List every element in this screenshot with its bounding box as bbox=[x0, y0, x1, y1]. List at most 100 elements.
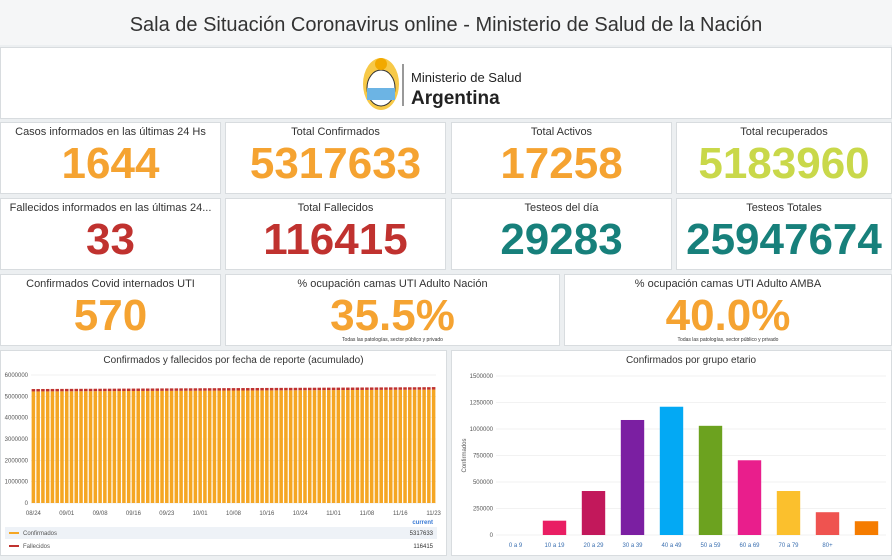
chart-panel: Confirmados y fallecidos por fecha de re… bbox=[0, 350, 447, 556]
bar-segment bbox=[103, 388, 107, 392]
bar-segment bbox=[322, 390, 326, 503]
bar-segment bbox=[360, 387, 364, 390]
bar-segment bbox=[31, 389, 36, 392]
logo-line1: Ministerio de Salud bbox=[411, 70, 522, 85]
kpi-value: 570 bbox=[73, 291, 148, 340]
legend-value: 5317633 bbox=[410, 531, 434, 537]
bar-segment bbox=[393, 389, 398, 503]
kpi-label: % ocupación camas UTI Adulto Nación bbox=[297, 278, 488, 290]
bar-segment bbox=[212, 388, 217, 391]
bar-segment bbox=[117, 388, 121, 392]
bar-segment bbox=[288, 390, 293, 503]
bar-segment bbox=[188, 388, 193, 391]
kpi-value: 116415 bbox=[263, 215, 408, 264]
kpi-card: Casos informados en las últimas 24 Hs 164… bbox=[0, 122, 221, 194]
bar-segment bbox=[398, 389, 403, 503]
x-tick-label: 10/24 bbox=[293, 511, 309, 517]
bar-segment bbox=[193, 390, 198, 503]
x-tick-label: 11/01 bbox=[326, 511, 341, 517]
bar bbox=[698, 425, 723, 535]
bar-segment bbox=[322, 387, 326, 391]
bar-segment bbox=[60, 388, 64, 392]
y-tick-label: 3000000 bbox=[5, 437, 29, 443]
kpi-card: Testeos Totales 25947674 bbox=[676, 198, 892, 270]
x-tick-label: 60 a 69 bbox=[739, 543, 760, 549]
bar-segment bbox=[88, 388, 93, 392]
x-tick-label: 09/16 bbox=[126, 511, 142, 517]
bar-segment bbox=[327, 390, 331, 503]
bar-segment bbox=[255, 390, 260, 503]
bar-segment bbox=[236, 388, 241, 391]
bar-segment bbox=[327, 387, 331, 391]
bar-segment bbox=[284, 387, 288, 391]
bar-segment bbox=[122, 388, 126, 392]
kpi-label: Total Fallecidos bbox=[297, 202, 374, 214]
bar-segment bbox=[241, 388, 245, 391]
kpi-label: Confirmados Covid internados UTI bbox=[26, 278, 195, 290]
bar-segment bbox=[374, 389, 379, 503]
kpi-value: 29283 bbox=[500, 215, 623, 264]
bar-segment bbox=[365, 389, 369, 503]
x-tick-label: 09/01 bbox=[59, 511, 75, 517]
y-tick-label: 1500000 bbox=[470, 374, 494, 380]
bar-segment bbox=[408, 387, 412, 390]
x-tick-label: 20 a 29 bbox=[583, 543, 604, 549]
bar-segment bbox=[165, 390, 169, 503]
bar-segment bbox=[284, 390, 288, 503]
bar-segment bbox=[184, 388, 188, 391]
bar-segment bbox=[403, 389, 407, 503]
bar-segment bbox=[31, 391, 36, 503]
bar-segment bbox=[274, 387, 279, 391]
x-tick-label: 08/24 bbox=[26, 511, 42, 517]
bar bbox=[737, 460, 762, 535]
bar-segment bbox=[388, 387, 393, 390]
bar-segment bbox=[64, 388, 69, 392]
x-tick-label: 70 a 79 bbox=[778, 543, 799, 549]
bar-segment bbox=[226, 388, 231, 391]
kpi-label: Total Confirmados bbox=[291, 126, 380, 138]
bar-segment bbox=[103, 391, 107, 503]
bar-segment bbox=[50, 391, 55, 503]
bar-segment bbox=[79, 391, 83, 503]
bar-segment bbox=[246, 388, 250, 391]
header-title: Sala de Situación Coronavirus online - M… bbox=[129, 14, 763, 36]
x-tick-label: 09/23 bbox=[159, 511, 175, 517]
kpi-label: Total Activos bbox=[530, 126, 593, 138]
bar-segment bbox=[45, 388, 50, 392]
x-tick-label: 11/23 bbox=[426, 511, 441, 517]
bar-segment bbox=[422, 389, 426, 503]
legend-value: 116415 bbox=[413, 544, 433, 550]
bar-segment bbox=[250, 390, 255, 503]
bar-segment bbox=[265, 387, 269, 391]
bar-segment bbox=[112, 391, 117, 503]
bar-segment bbox=[98, 391, 102, 503]
bar-segment bbox=[217, 388, 221, 391]
legend-swatch bbox=[9, 545, 19, 547]
y-tick-label: 250000 bbox=[473, 507, 494, 513]
emblem-sun bbox=[375, 58, 387, 70]
kpi-value: 25947674 bbox=[686, 215, 882, 264]
kpi-value: 33 bbox=[86, 215, 135, 264]
bar-segment bbox=[188, 390, 193, 503]
x-tick-label: 50 a 59 bbox=[700, 543, 721, 549]
legend-row bbox=[5, 527, 437, 539]
bar-segment bbox=[307, 390, 312, 503]
bar-segment bbox=[384, 389, 388, 503]
bar-segment bbox=[88, 391, 93, 503]
bar-segment bbox=[179, 390, 183, 503]
y-tick-label: 1000000 bbox=[5, 480, 29, 486]
bar-segment bbox=[379, 389, 383, 503]
bar-segment bbox=[350, 387, 355, 390]
kpi-label: % ocupación camas UTI Adulto AMBA bbox=[634, 278, 822, 290]
bar-segment bbox=[145, 388, 150, 391]
bar-segment bbox=[336, 387, 341, 391]
bar-segment bbox=[374, 387, 379, 390]
bar-segment bbox=[226, 390, 231, 503]
bar-segment bbox=[346, 390, 350, 503]
bar-segment bbox=[236, 390, 241, 503]
bar-segment bbox=[417, 387, 422, 390]
kpi-value: 35.5% bbox=[330, 291, 455, 340]
bar-segment bbox=[222, 390, 226, 503]
bar-segment bbox=[431, 387, 436, 390]
y-tick-label: 750000 bbox=[473, 454, 494, 460]
